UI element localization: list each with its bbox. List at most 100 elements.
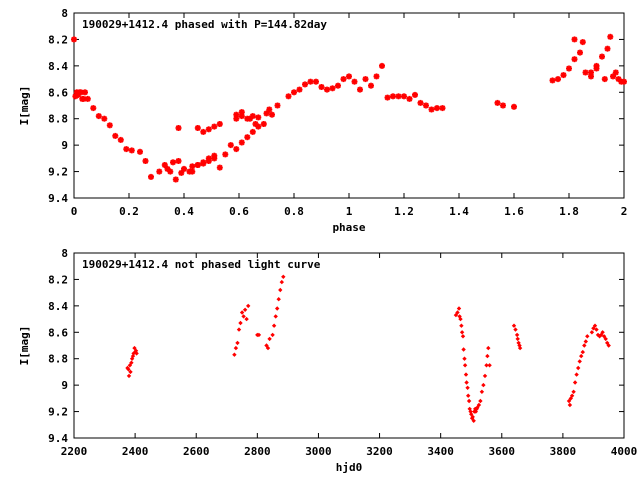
phased-data-point [384, 94, 391, 101]
phased-data-point [106, 122, 113, 129]
phased-data-point [233, 111, 240, 118]
unphased-data-point [126, 367, 131, 372]
phased-data-point [406, 95, 413, 102]
unphased-data-point [585, 334, 590, 339]
phased-data-point [200, 128, 207, 135]
phased-data-point [269, 111, 275, 118]
unphased-y-tick-label: 9.4 [48, 432, 68, 445]
unphased-data-point [486, 345, 491, 351]
unphased-data-point [128, 369, 133, 375]
phased-data-point [588, 69, 594, 76]
unphased-data-point [514, 332, 520, 338]
unphased-x-tick-label: 2600 [183, 445, 210, 458]
unphased-light-curve-panel: 2200 2400 2600 2800 3000 3200 3400 3600 3800 4000… [18, 247, 637, 474]
unphased-data-point [466, 393, 471, 398]
phased-data-point [555, 76, 561, 83]
phased-data-point [601, 76, 608, 83]
unphased-data-point [239, 310, 245, 315]
unphased-data-point [238, 320, 243, 326]
unphased-y-tick-label: 9.2 [48, 406, 68, 419]
unphased-data-point [126, 373, 132, 379]
phased-data-point [211, 155, 218, 162]
phased-x-tick-label: 1 [346, 205, 353, 218]
phased-data-point [593, 65, 600, 72]
unphased-data-point [577, 359, 582, 364]
unphased-data-point [129, 360, 134, 365]
unphased-plot-title: 190029+1412.4 not phased light curve [82, 258, 321, 271]
phased-data-point [423, 102, 429, 109]
phased-data-point [582, 69, 589, 76]
unphased-data-point [462, 363, 468, 368]
phased-data-point [439, 105, 446, 112]
phased-data-point [607, 33, 614, 40]
unphased-data-point [279, 279, 284, 285]
unphased-data-point [511, 323, 517, 328]
phased-data-point [329, 85, 336, 92]
phased-y-tick-label: 9 [61, 139, 68, 152]
unphased-data-point [589, 330, 595, 335]
unphased-data-point [603, 336, 608, 342]
unphased-x-axis-label: hjd0 [336, 461, 363, 474]
unphased-x-tick-label: 2400 [122, 445, 149, 458]
unphased-data-point [241, 314, 246, 319]
unphased-data-point [455, 310, 460, 315]
phased-data-point [599, 53, 605, 60]
unphased-plot-frame [73, 252, 625, 439]
phased-data-point [170, 159, 176, 166]
phased-data-point [128, 147, 135, 154]
phased-data-point [428, 106, 435, 113]
phased-data-point [266, 106, 273, 113]
unphased-y-tick-label: 8.8 [48, 353, 68, 366]
phased-data-point [181, 165, 187, 172]
phased-data-point [313, 78, 319, 85]
phased-data-point [560, 72, 567, 79]
unphased-data-point [482, 373, 488, 379]
unphased-data-point [600, 330, 605, 335]
phased-data-point [80, 95, 87, 102]
phased-data-point [137, 148, 143, 155]
phased-data-point [238, 109, 245, 116]
phased-data-point [401, 93, 407, 100]
unphased-y-axis-label: I[mag] [18, 326, 31, 366]
phased-x-tick-label: 1.4 [449, 205, 469, 218]
unphased-data-point [470, 414, 475, 420]
unphased-data-point [597, 334, 602, 339]
phased-data-point [101, 115, 108, 122]
unphased-data-point [571, 389, 576, 394]
phased-data-point [346, 73, 352, 80]
unphased-data-point [461, 347, 466, 352]
unphased-data-point [464, 380, 469, 385]
unphased-x-tick-label: 3800 [550, 445, 577, 458]
phased-data-point [172, 176, 179, 183]
unphased-data-point [458, 316, 463, 322]
phased-data-point [412, 91, 418, 98]
unphased-data-point [267, 336, 272, 342]
phased-data-point [335, 82, 341, 89]
phased-data-point [95, 113, 102, 120]
unphased-data-point [270, 332, 275, 338]
phased-data-point [211, 123, 218, 130]
unphased-data-point [281, 274, 286, 279]
unphased-data-point [456, 306, 462, 311]
unphased-data-point [246, 303, 251, 309]
phased-data-point [205, 158, 212, 164]
unphased-y-tick-label: 8.6 [48, 326, 68, 339]
phased-data-point [200, 159, 207, 166]
phased-data-point [340, 76, 347, 83]
unphased-data-point [487, 363, 492, 368]
unphased-data-point [594, 327, 599, 332]
phased-data-point [216, 164, 223, 171]
phased-plot-frame [73, 12, 625, 199]
unphased-data-point [484, 363, 489, 368]
phased-data-point [318, 84, 325, 90]
phased-x-tick-label: 0.6 [229, 205, 249, 218]
phased-data-point [511, 103, 517, 110]
unphased-data-point [466, 398, 472, 404]
unphased-data-point [572, 380, 578, 385]
phased-data-point [566, 65, 572, 72]
phased-x-tick-label: 0.2 [119, 205, 139, 218]
unphased-data-point [481, 382, 486, 388]
phased-data-point [90, 105, 97, 112]
phased-data-point [252, 121, 259, 127]
